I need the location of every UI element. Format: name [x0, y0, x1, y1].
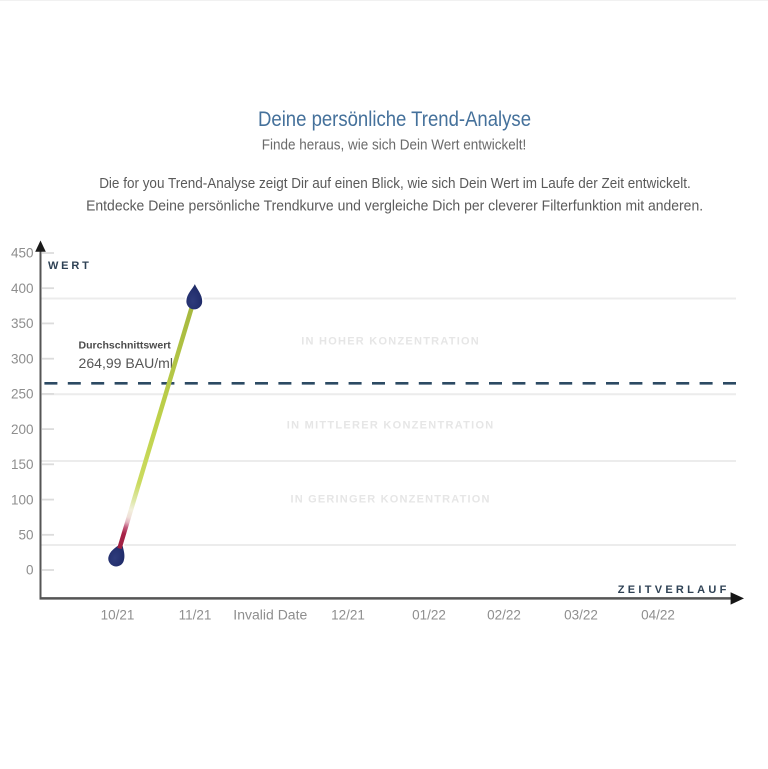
svg-text:Durchschnittswert: Durchschnittswert — [79, 341, 172, 352]
svg-text:04/22: 04/22 — [641, 608, 675, 623]
svg-text:IN HOHER KONZENTRATION: IN HOHER KONZENTRATION — [301, 336, 479, 348]
svg-text:10/21: 10/21 — [101, 608, 135, 623]
svg-text:400: 400 — [11, 281, 34, 296]
svg-text:Die for you Trend-Analyse zeig: Die for you Trend-Analyse zeigt Dir auf … — [99, 176, 691, 192]
svg-text:Entdecke Deine persönliche Tre: Entdecke Deine persönliche Trendkurve un… — [86, 199, 703, 215]
svg-text:IN MITTLERER KONZENTRATION: IN MITTLERER KONZENTRATION — [287, 419, 494, 431]
svg-text:02/22: 02/22 — [487, 608, 521, 623]
svg-text:WERT: WERT — [48, 260, 89, 272]
svg-text:450: 450 — [11, 246, 34, 261]
svg-text:ZEITVERLAUF: ZEITVERLAUF — [618, 584, 727, 596]
svg-text:350: 350 — [11, 316, 34, 331]
svg-text:IN GERINGER KONZENTRATION: IN GERINGER KONZENTRATION — [291, 493, 490, 505]
svg-text:200: 200 — [11, 422, 34, 437]
svg-text:50: 50 — [18, 528, 33, 543]
svg-text:11/21: 11/21 — [179, 608, 212, 623]
svg-text:12/21: 12/21 — [331, 608, 365, 623]
svg-text:0: 0 — [26, 563, 34, 578]
svg-text:01/22: 01/22 — [412, 608, 446, 623]
svg-text:264,99 BAU/ml: 264,99 BAU/ml — [79, 355, 174, 371]
svg-text:03/22: 03/22 — [564, 608, 598, 623]
svg-text:300: 300 — [11, 351, 34, 366]
svg-text:100: 100 — [11, 492, 34, 507]
svg-text:250: 250 — [11, 387, 34, 402]
svg-text:150: 150 — [11, 457, 34, 472]
svg-text:Invalid Date: Invalid Date — [233, 608, 307, 623]
svg-text:Deine persönliche Trend-Analys: Deine persönliche Trend-Analyse — [258, 108, 531, 131]
svg-text:Finde heraus, wie sich Dein We: Finde heraus, wie sich Dein Wert entwick… — [262, 137, 527, 154]
